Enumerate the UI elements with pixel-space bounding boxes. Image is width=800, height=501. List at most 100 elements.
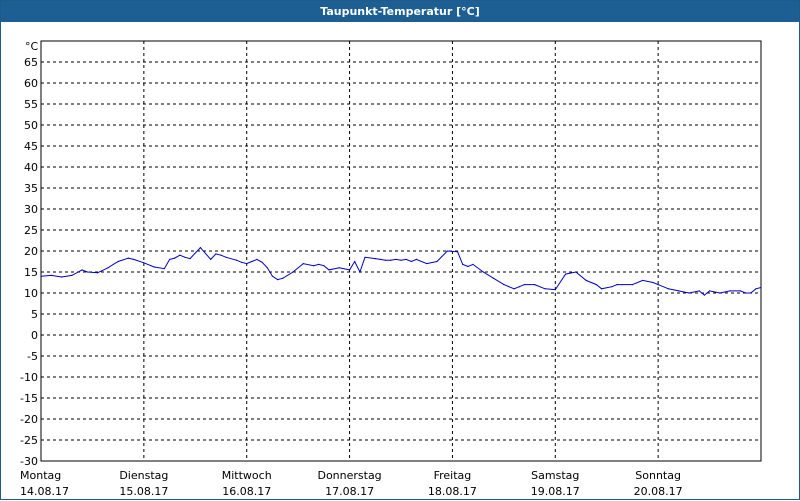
data-point xyxy=(436,260,438,263)
data-point xyxy=(107,267,109,269)
y-tick-label: 65 xyxy=(24,56,38,69)
data-point xyxy=(667,288,670,290)
data-point xyxy=(621,284,623,286)
data-point xyxy=(199,247,201,249)
data-point xyxy=(184,256,186,258)
y-tick-label: 20 xyxy=(24,245,38,258)
data-point xyxy=(349,269,351,271)
data-point xyxy=(246,263,248,265)
data-point xyxy=(210,258,212,260)
grid-layer xyxy=(41,41,761,461)
data-point xyxy=(40,275,42,277)
data-point xyxy=(611,286,613,288)
data-point xyxy=(97,272,99,274)
data-points xyxy=(40,247,762,296)
x-tick-date-label: 20.08.17 xyxy=(634,485,683,498)
y-tick-label: -30 xyxy=(20,455,38,468)
y-tick-label: 45 xyxy=(24,140,38,153)
data-point xyxy=(328,269,330,271)
data-point xyxy=(292,271,294,273)
data-point xyxy=(595,284,598,286)
data-point xyxy=(698,290,700,292)
chart-title: Taupunkt-Temperatur [°C] xyxy=(1,1,799,22)
data-point xyxy=(169,258,171,260)
data-point xyxy=(282,277,284,279)
data-point xyxy=(415,258,417,260)
data-point xyxy=(739,290,742,292)
data-point xyxy=(652,281,654,284)
data-point xyxy=(395,258,397,260)
data-point xyxy=(364,256,366,258)
y-tick-label: 60 xyxy=(24,77,38,90)
data-point xyxy=(760,286,762,289)
data-point xyxy=(631,284,634,286)
data-point xyxy=(544,288,546,290)
x-tick-day-label: Sonntag xyxy=(635,469,681,482)
data-point xyxy=(271,275,273,277)
y-tick-label: -10 xyxy=(20,371,38,384)
data-point xyxy=(503,284,505,286)
data-point xyxy=(225,256,227,258)
data-point xyxy=(616,284,618,286)
data-point xyxy=(163,268,165,270)
data-point xyxy=(688,292,690,294)
data-point xyxy=(318,263,320,265)
data-point xyxy=(729,290,731,292)
data-point xyxy=(565,273,567,275)
data-point xyxy=(518,286,520,288)
data-point xyxy=(359,271,361,273)
data-point xyxy=(719,292,721,294)
data-point xyxy=(410,260,412,263)
data-point xyxy=(313,265,315,267)
y-tick-label: -15 xyxy=(20,392,38,405)
y-tick-labels: 65605550454035302520151050-5-10-15-20-25… xyxy=(20,56,38,468)
data-point xyxy=(467,265,469,268)
data-point xyxy=(513,288,515,290)
data-point xyxy=(374,258,376,260)
data-point xyxy=(241,261,243,263)
data-point xyxy=(642,279,644,281)
data-point xyxy=(400,259,402,261)
data-point xyxy=(585,279,587,281)
data-point xyxy=(174,257,176,259)
data-point xyxy=(472,263,474,265)
y-axis-unit-label: °C xyxy=(25,40,39,53)
y-tick-label: 25 xyxy=(24,224,38,237)
data-point xyxy=(251,260,253,263)
x-tick-date-label: 18.08.17 xyxy=(428,485,477,498)
data-point xyxy=(323,265,325,267)
data-point xyxy=(189,258,191,260)
data-point xyxy=(86,271,88,273)
data-point xyxy=(127,257,129,259)
data-point xyxy=(143,262,145,264)
x-tick-date-label: 15.08.17 xyxy=(119,485,168,498)
data-point xyxy=(554,289,556,291)
data-point xyxy=(405,258,407,260)
data-point xyxy=(703,294,706,296)
data-point xyxy=(534,284,536,286)
data-point xyxy=(462,263,464,265)
y-tick-label: -5 xyxy=(27,350,38,363)
data-point xyxy=(482,271,484,273)
data-point xyxy=(750,292,752,294)
x-tick-day-label: Dienstag xyxy=(119,469,168,482)
y-tick-label: 35 xyxy=(24,182,38,195)
y-tick-label: 5 xyxy=(31,308,38,321)
data-point xyxy=(235,259,237,261)
data-point xyxy=(215,253,217,255)
data-point xyxy=(678,290,680,292)
data-point xyxy=(745,292,747,294)
data-point xyxy=(220,254,222,256)
data-point xyxy=(390,259,392,261)
data-point xyxy=(81,269,83,271)
data-point xyxy=(179,254,181,256)
data-point xyxy=(61,276,63,278)
y-tick-label: 55 xyxy=(24,98,38,111)
y-tick-label: -20 xyxy=(20,413,38,426)
data-point xyxy=(338,267,340,269)
data-point xyxy=(133,258,135,260)
data-point xyxy=(117,260,119,263)
data-point xyxy=(446,250,448,252)
data-point xyxy=(277,279,279,281)
